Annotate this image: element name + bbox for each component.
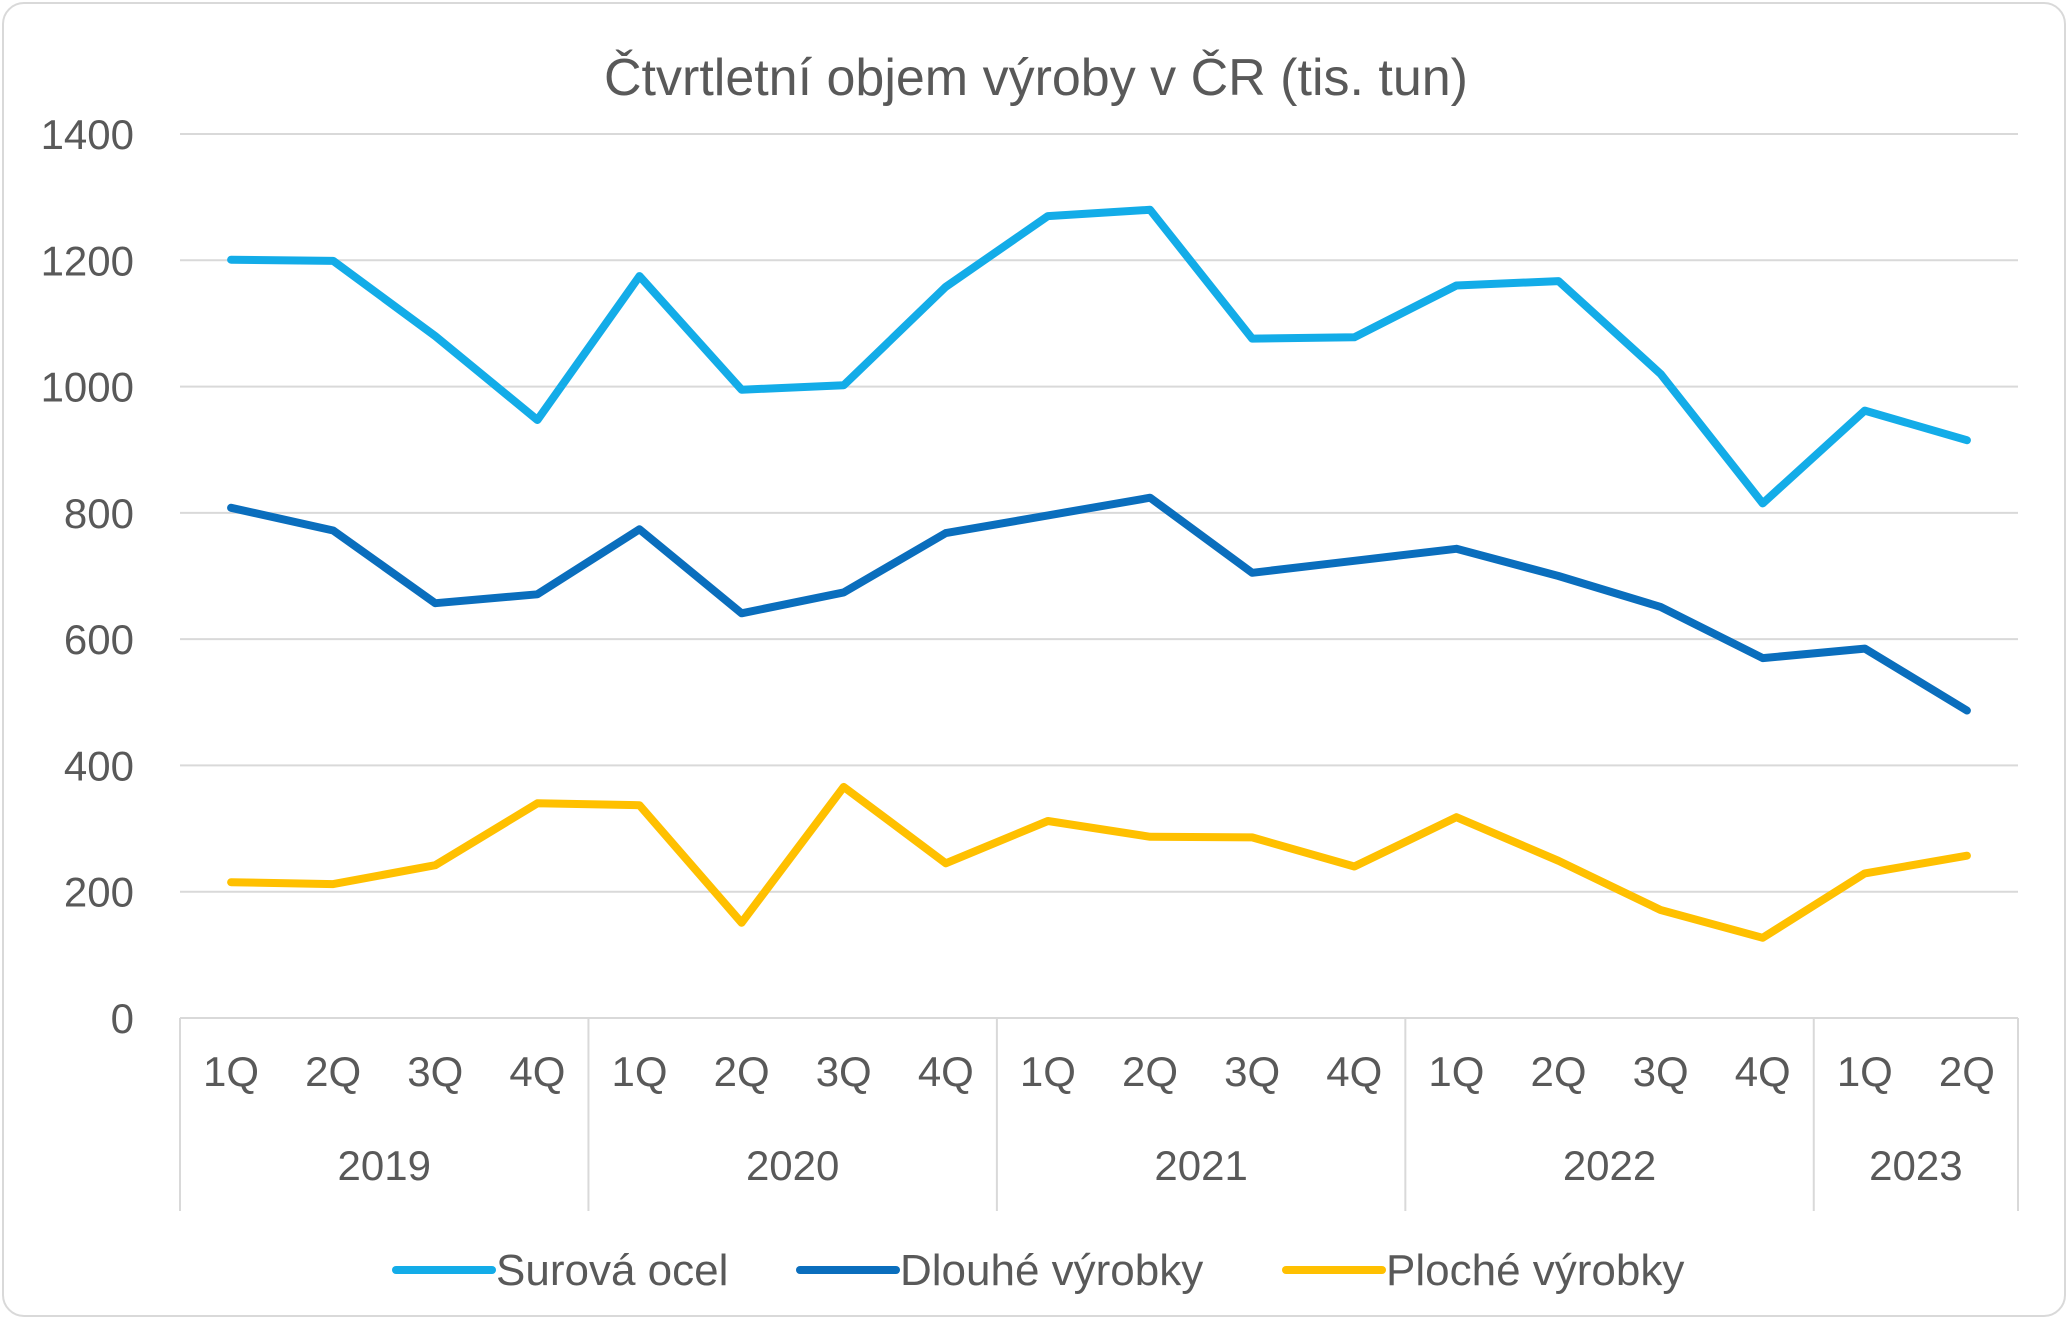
x-tick-label: 1Q xyxy=(1428,1048,1484,1095)
x-tick-label: 2Q xyxy=(1939,1048,1995,1095)
y-tick-label: 600 xyxy=(64,616,134,663)
x-tick-label: 2Q xyxy=(1122,1048,1178,1095)
line-chart: Čtvrtletní objem výroby v ČR (tis. tun) … xyxy=(41,49,2019,1295)
x-tick-label: 1Q xyxy=(1837,1048,1893,1095)
x-tick-label: 1Q xyxy=(611,1048,667,1095)
legend: Surová ocel Dlouhé výrobky Ploché výrobky xyxy=(392,1246,1684,1295)
x-tick-label: 4Q xyxy=(509,1048,565,1095)
legend-label-surova-ocel: Surová ocel xyxy=(496,1246,728,1295)
gridlines xyxy=(180,133,2018,1019)
series-line-dlouhe-vyrobky xyxy=(227,493,1971,715)
axes: 0 200 400 600 800 1000 1200 1400 1Q 2Q 3Q 4Q 1Q 2Q 3Q 4… xyxy=(41,111,2019,1211)
series-line-ploche-vyrobky xyxy=(227,782,1971,942)
y-tick-label: 1000 xyxy=(41,364,134,411)
x-tick-label: 1Q xyxy=(203,1048,259,1095)
legend-label-ploche-vyrobky: Ploché výrobky xyxy=(1386,1246,1684,1295)
year-label-2021: 2021 xyxy=(1154,1142,1247,1189)
series-line-surova-ocel xyxy=(227,205,1971,508)
chart-title: Čtvrtletní objem výroby v ČR (tis. tun) xyxy=(604,49,1468,107)
x-tick-label: 3Q xyxy=(816,1048,872,1095)
x-tick-label: 1Q xyxy=(1020,1048,1076,1095)
x-tick-label: 4Q xyxy=(918,1048,974,1095)
legend-label-dlouhe-vyrobky: Dlouhé výrobky xyxy=(900,1246,1203,1295)
y-tick-label: 0 xyxy=(111,995,134,1042)
year-label-2022: 2022 xyxy=(1563,1142,1656,1189)
x-tick-label: 2Q xyxy=(1530,1048,1586,1095)
y-tick-label: 200 xyxy=(64,869,134,916)
x-tick-label: 2Q xyxy=(305,1048,361,1095)
x-tick-label: 4Q xyxy=(1326,1048,1382,1095)
year-label-2020: 2020 xyxy=(746,1142,839,1189)
y-tick-label: 400 xyxy=(64,742,134,789)
y-tick-label: 1400 xyxy=(41,111,134,158)
y-tick-label: 1200 xyxy=(41,237,134,284)
year-label-2019: 2019 xyxy=(338,1142,431,1189)
x-tick-label: 4Q xyxy=(1735,1048,1791,1095)
x-tick-label: 3Q xyxy=(1224,1048,1280,1095)
x-tick-label: 3Q xyxy=(1633,1048,1689,1095)
x-tick-label: 3Q xyxy=(407,1048,463,1095)
year-label-2023: 2023 xyxy=(1869,1142,1962,1189)
x-tick-label: 2Q xyxy=(714,1048,770,1095)
y-tick-label: 800 xyxy=(64,490,134,537)
series-lines xyxy=(227,205,1971,942)
